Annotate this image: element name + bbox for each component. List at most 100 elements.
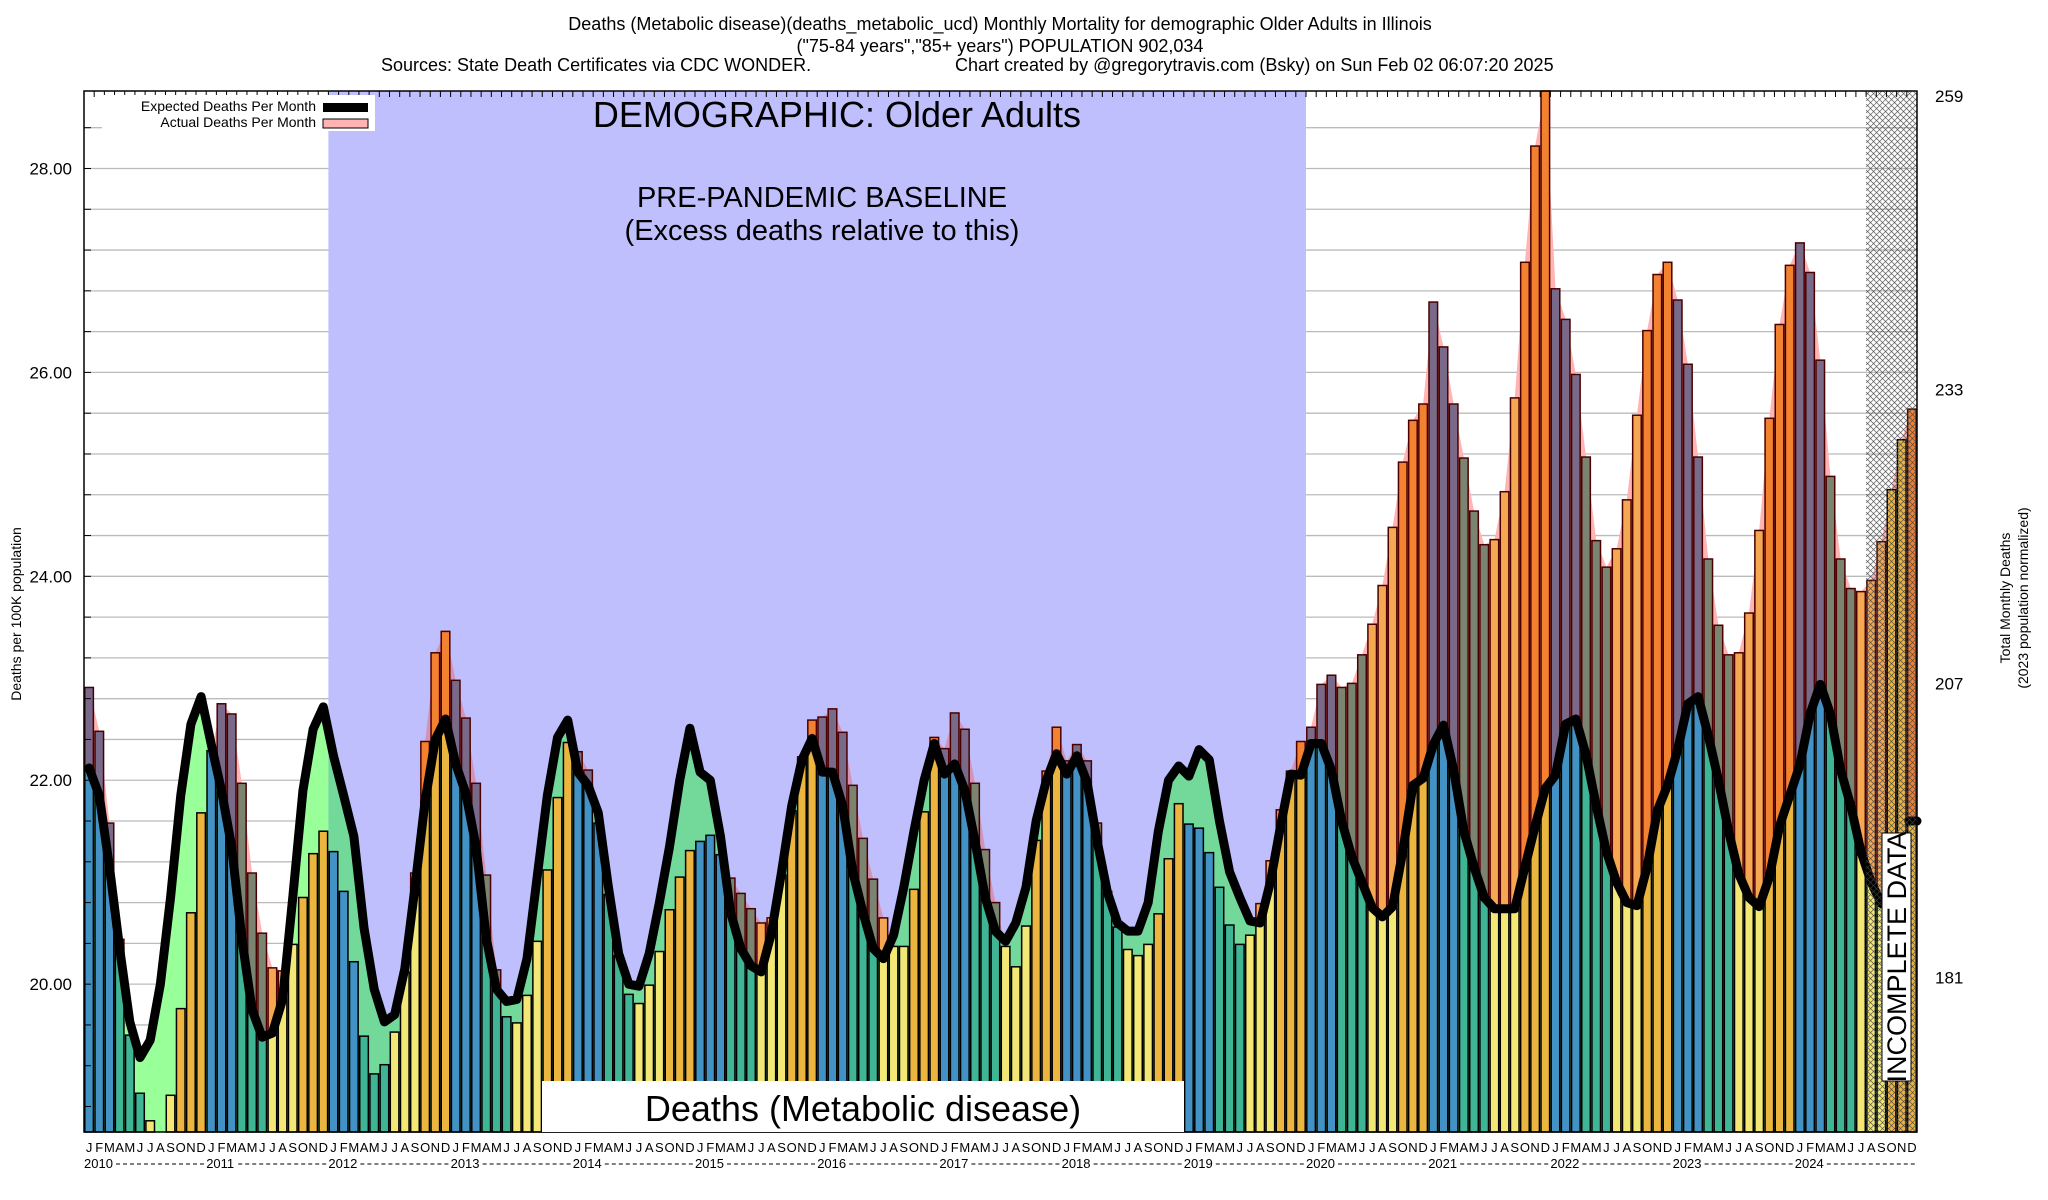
- month-label: N: [1286, 1140, 1295, 1155]
- actual-bar: [1489, 907, 1500, 1133]
- month-label: D: [196, 1140, 205, 1155]
- actual-bar: [501, 1016, 512, 1133]
- hatch-line: [1865, 361, 1918, 414]
- excess-bar: [1540, 90, 1551, 790]
- month-label: M: [980, 1140, 991, 1155]
- excess-bar: [1479, 543, 1490, 899]
- month-label: O: [420, 1140, 430, 1155]
- legend-expected-label: Expected Deaths Per Month: [141, 98, 316, 114]
- month-label: S: [1755, 1140, 1764, 1155]
- month-label: N: [1408, 1140, 1417, 1155]
- month-label: S: [1266, 1140, 1275, 1155]
- hatch-line: [1865, 463, 1918, 516]
- month-label: A: [1867, 1140, 1876, 1155]
- baseline-title: PRE-PANDEMIC BASELINE: [637, 182, 1007, 214]
- excess-bar: [84, 686, 95, 769]
- excess-bar: [1815, 359, 1826, 686]
- actual-bar: [1703, 734, 1714, 1133]
- actual-bar: [1306, 742, 1317, 1133]
- excess-bar: [1316, 683, 1327, 745]
- hatch-line: [1865, 469, 1918, 522]
- month-label: A: [1011, 1140, 1020, 1155]
- actual-bar: [1733, 873, 1744, 1133]
- actual-bar: [297, 896, 308, 1133]
- actual-bar: [1784, 794, 1795, 1133]
- hatch-line: [1865, 505, 1918, 558]
- hatch-line: [1865, 145, 1918, 198]
- actual-bar: [328, 850, 339, 1133]
- hatch-line: [1865, 253, 1918, 306]
- hatch-line: [1896, 1111, 1918, 1133]
- month-label: N: [919, 1140, 928, 1155]
- month-label: M: [226, 1140, 237, 1155]
- actual-bar: [1468, 866, 1480, 1133]
- hatch-line: [1865, 1117, 1881, 1133]
- month-label: J: [1736, 1140, 1743, 1155]
- actual-bar: [1387, 905, 1398, 1133]
- y2-tick-label: 207: [1935, 675, 1963, 694]
- month-label: N: [186, 1140, 195, 1155]
- excess-bar: [1733, 652, 1744, 875]
- hatch-line: [1865, 523, 1918, 576]
- hatch-line: [1865, 103, 1918, 156]
- excess-bar: [1560, 318, 1571, 725]
- actual-bar: [1845, 804, 1856, 1133]
- hatch-line: [1865, 451, 1918, 504]
- hatch-line: [1865, 643, 1918, 696]
- hatch-line: [1865, 409, 1918, 462]
- excess-bar: [1458, 457, 1469, 832]
- month-label: S: [1388, 1140, 1397, 1155]
- month-label: J: [941, 1140, 948, 1155]
- month-label: N: [431, 1140, 440, 1155]
- actual-bar: [532, 940, 543, 1133]
- actual-bar: [1061, 773, 1072, 1133]
- hatch-line: [1865, 90, 1907, 132]
- actual-bar: [1662, 784, 1673, 1133]
- month-label: M: [1469, 1140, 1480, 1155]
- excess-bar: [1784, 264, 1795, 797]
- hatch-line: [1865, 355, 1918, 408]
- month-label: M: [959, 1140, 970, 1155]
- hatch-line: [1865, 115, 1918, 168]
- hatch-line: [1865, 421, 1918, 474]
- month-label: A: [156, 1140, 165, 1155]
- actual-bar: [1428, 743, 1439, 1133]
- month-label: J: [1125, 1140, 1132, 1155]
- actual-bar: [1183, 823, 1194, 1133]
- actual-bar: [1255, 922, 1266, 1133]
- hatch-line: [1865, 271, 1918, 324]
- hatch-line: [1865, 205, 1918, 258]
- month-label: F: [1562, 1140, 1570, 1155]
- month-label: M: [613, 1140, 624, 1155]
- hatch-line: [1865, 439, 1918, 492]
- month-label: J: [1674, 1140, 1681, 1155]
- actual-bar: [124, 1034, 135, 1133]
- year-label: 2021: [1428, 1156, 1457, 1171]
- excess-bar: [1428, 301, 1439, 746]
- hatch-line: [1865, 757, 1918, 810]
- month-label: S: [1510, 1140, 1519, 1155]
- hatch-line: [1865, 259, 1918, 312]
- hatch-line: [1865, 187, 1918, 240]
- month-label: M: [735, 1140, 746, 1155]
- month-label: A: [360, 1140, 369, 1155]
- y-tick-label: 22.00: [29, 771, 72, 790]
- actual-bar: [1794, 764, 1805, 1133]
- month-label: J: [86, 1140, 93, 1155]
- month-label: A: [115, 1140, 124, 1155]
- actual-bar: [369, 1073, 380, 1133]
- month-label: S: [777, 1140, 786, 1155]
- month-label: M: [1815, 1140, 1826, 1155]
- hatch-line: [1865, 697, 1918, 750]
- hatch-line: [1865, 745, 1918, 798]
- month-label: M: [715, 1140, 726, 1155]
- actual-bar: [1082, 781, 1093, 1133]
- month-label: A: [238, 1140, 247, 1155]
- actual-bar: [267, 1032, 278, 1133]
- actual-bar: [521, 994, 533, 1133]
- month-label: J: [1308, 1140, 1315, 1155]
- hatch-line: [1865, 739, 1918, 792]
- hatch-line: [1865, 589, 1918, 642]
- month-label: J: [870, 1140, 877, 1155]
- month-label: J: [452, 1140, 459, 1155]
